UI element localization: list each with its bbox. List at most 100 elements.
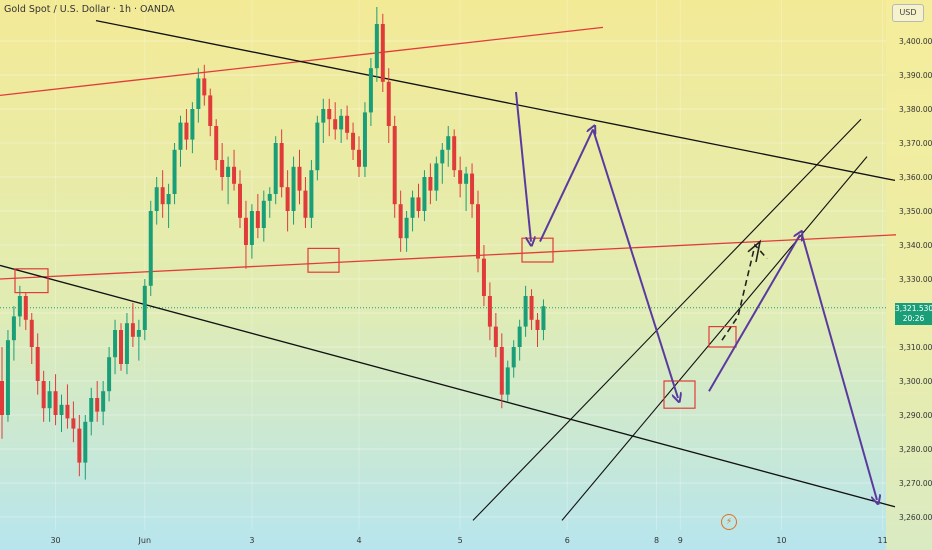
candle-body [267, 194, 272, 201]
candle-body [535, 319, 540, 330]
candle-body [499, 347, 504, 395]
candle-body [529, 296, 534, 320]
candle-body [321, 109, 326, 123]
candle-body [184, 122, 189, 140]
candle-body [148, 211, 153, 286]
price-tick-label: 3,340.000 [899, 241, 932, 250]
candle-body [493, 326, 498, 347]
candle-body [285, 187, 290, 211]
box-3-jun [307, 247, 340, 273]
candle-body [29, 319, 34, 347]
candle-body [333, 119, 338, 130]
candle-body [434, 163, 439, 191]
candle-body [404, 217, 409, 239]
time-tick-label: 9 [678, 536, 683, 545]
candle-body [362, 112, 367, 167]
time-tick-label: 3 [249, 536, 254, 545]
candle-body [357, 149, 361, 167]
price-tick-label: 3,280.000 [899, 445, 932, 454]
price-tick-label: 3,370.000 [899, 139, 932, 148]
candle-body [5, 340, 10, 415]
price-axis: 3,260.000 3,270.000 3,280.000 3,290.000 3,30… [899, 37, 932, 522]
price-tick-label: 3,400.000 [899, 37, 932, 46]
candle-body [95, 398, 100, 412]
candle-body [487, 296, 492, 327]
candle-body [452, 136, 457, 171]
channel-lower-line [561, 156, 868, 521]
dashed-projection [721, 243, 768, 341]
candle-body [124, 323, 129, 364]
candle-body [345, 115, 350, 133]
black-lower-trendline [0, 264, 896, 508]
arrow-up-2 [708, 235, 800, 392]
candle-body [440, 149, 445, 164]
candle-body [416, 197, 421, 211]
candle-body [41, 381, 46, 409]
candle-body [130, 323, 135, 337]
candle-body [0, 381, 4, 415]
candle-body [392, 126, 397, 205]
candle-body [374, 24, 379, 69]
time-tick-label: 4 [356, 536, 361, 545]
candle-body [398, 204, 403, 239]
candle-body [470, 173, 475, 205]
lightning-icon[interactable]: ⚡ [721, 514, 737, 530]
arrow-down-1 [515, 91, 531, 242]
candle-body [23, 296, 28, 320]
price-tick-label: 3,260.000 [899, 513, 932, 522]
candle-body [166, 194, 171, 205]
candle-body [65, 404, 70, 419]
candle-body [226, 166, 231, 177]
candle-body [17, 296, 22, 317]
candle-body [511, 347, 516, 368]
currency-button[interactable]: USD [892, 4, 924, 22]
candle-body [11, 316, 16, 341]
box-30-may [14, 268, 49, 294]
candle-body [339, 115, 344, 130]
arrow-down-2 [592, 129, 678, 398]
candle-body [113, 330, 118, 358]
candle-body [238, 183, 242, 218]
annotations [14, 91, 877, 500]
price-tick-label: 3,350.000 [899, 207, 932, 216]
box-9-jun [708, 326, 737, 348]
candle-body [53, 391, 58, 415]
candle-body [83, 421, 88, 463]
candle-body [160, 187, 165, 205]
candle-body [243, 217, 248, 245]
candle-body [71, 418, 76, 429]
channel-upper-line [472, 118, 862, 521]
candles [0, 7, 546, 480]
arrow-down-3 [801, 234, 877, 500]
price-tick-label: 3,380.000 [899, 105, 932, 114]
candle-body [297, 166, 302, 191]
candle-body [464, 173, 469, 184]
candle-body [541, 306, 546, 330]
candle-body [190, 109, 195, 140]
candle-body [220, 160, 225, 177]
candle-body [232, 166, 237, 184]
candle-body [255, 211, 260, 228]
candle-body [214, 126, 219, 160]
price-tick-label: 3,390.000 [899, 71, 932, 80]
candle-body [59, 404, 64, 415]
candle-body [196, 78, 201, 109]
chart-title: Gold Spot / U.S. Dollar · 1h · OANDA [4, 4, 175, 15]
candle-body [410, 197, 415, 218]
arrow-up-1 [539, 129, 593, 243]
candle-body [368, 68, 373, 113]
candle-body [89, 398, 94, 422]
dashed-arrow-head [747, 239, 762, 263]
price-tick-label: 3,270.000 [899, 479, 932, 488]
candle-body [309, 170, 314, 218]
candle-body [523, 296, 528, 327]
candle-body [422, 177, 427, 211]
candle-body [327, 109, 332, 120]
candle-body [291, 166, 296, 211]
candle-body [35, 347, 40, 381]
current-price-tag: 3,321.530 20:26 [895, 303, 932, 325]
price-tick-label: 3,360.000 [899, 173, 932, 182]
bar-countdown: 20:26 [902, 314, 925, 323]
